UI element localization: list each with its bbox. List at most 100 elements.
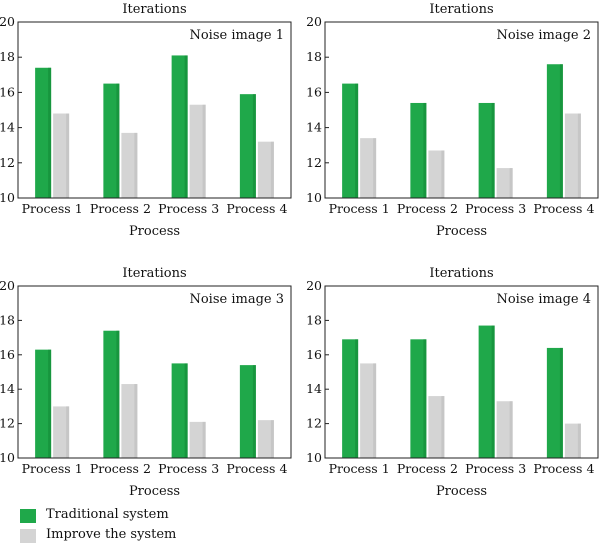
chart-panel-3: Iterations Process 1 Process 2 Process 3 Pro… — [0, 266, 292, 499]
bar-traditional — [478, 102, 495, 198]
bar-traditional — [103, 83, 120, 198]
bar-improve — [121, 132, 138, 198]
bar-improve-shade — [373, 138, 377, 198]
bar-traditional-shade — [48, 67, 52, 198]
bar-improve — [360, 363, 377, 458]
chart-title: Iterations — [429, 2, 493, 17]
y-tick-label: 10 — [306, 190, 322, 205]
bar-improve-shade — [270, 141, 274, 198]
bar-improve-shade — [202, 421, 206, 458]
bar-improve — [121, 384, 138, 458]
x-tick-label: Process 4 — [226, 201, 287, 216]
y-tick-label: 18 — [306, 312, 322, 327]
y-tick-label: 20 — [306, 14, 322, 29]
bar-improve — [564, 113, 581, 198]
x-tick-label: Process 3 — [158, 201, 219, 216]
bar-traditional-shade — [355, 83, 359, 198]
bar-improve-shade — [270, 420, 274, 458]
chart-panel-1: Iterations Process 1 Process 2 Process 3 Pro… — [0, 2, 292, 239]
x-tick-label: Process 4 — [226, 461, 287, 476]
bar-traditional-shade — [491, 325, 495, 458]
bar-traditional-shade — [355, 339, 359, 458]
chart-title: Iterations — [122, 266, 186, 281]
legend-swatch-improve — [20, 529, 36, 543]
plot-frame — [324, 285, 599, 459]
y-tick-label: 18 — [0, 312, 15, 327]
bar-traditional — [171, 363, 188, 458]
bar-traditional-shade — [48, 349, 52, 458]
x-axis-label: Process — [436, 224, 487, 239]
bar-traditional — [546, 64, 563, 199]
bar-improve — [257, 141, 274, 198]
plot-frame — [324, 21, 599, 199]
bar-improve — [189, 421, 206, 458]
y-tick-label: 16 — [306, 347, 322, 362]
legend-label-improve: Improve the system — [46, 527, 177, 542]
x-tick-label: Process 3 — [158, 461, 219, 476]
x-axis-label: Process — [436, 484, 487, 499]
bar-traditional — [342, 83, 359, 198]
y-tick-label: 20 — [306, 278, 322, 293]
y-tick-label: 12 — [0, 416, 15, 431]
x-tick-label: Process 1 — [22, 461, 83, 476]
bar-improve — [428, 150, 445, 198]
y-tick-label: 20 — [0, 278, 15, 293]
bar-improve-shade — [66, 406, 70, 458]
noise-image-label: Noise image 2 — [496, 28, 591, 43]
chart-panel-4: Iterations Process 1 Process 2 Process 3 Pro… — [306, 266, 599, 499]
y-tick-label: 10 — [306, 450, 322, 465]
bar-traditional — [546, 347, 563, 458]
legend-label-traditional: Traditional system — [46, 507, 169, 522]
bar-traditional — [239, 94, 256, 198]
bar-traditional-shade — [559, 347, 563, 458]
bar-traditional-shade — [491, 102, 495, 198]
x-tick-label: Process 1 — [329, 201, 390, 216]
x-axis-label: Process — [129, 224, 180, 239]
bar-traditional — [35, 67, 52, 198]
noise-image-label: Noise image 3 — [189, 292, 284, 307]
bar-improve-shade — [577, 113, 581, 198]
bar-traditional — [410, 102, 427, 198]
legend: Traditional system Improve the system — [20, 506, 220, 544]
bar-traditional-shade — [184, 363, 188, 458]
noise-image-label: Noise image 4 — [496, 292, 591, 307]
bar-traditional-shade — [423, 339, 427, 458]
bar-traditional — [342, 339, 359, 458]
y-tick-label: 12 — [0, 155, 15, 170]
bar-improve — [564, 423, 581, 458]
bar-traditional-shade — [252, 365, 256, 458]
x-tick-label: Process 3 — [465, 201, 526, 216]
bar-improve-shade — [373, 363, 377, 458]
plot-frame — [17, 285, 292, 459]
y-tick-label: 10 — [0, 190, 15, 205]
bar-improve-shade — [509, 401, 513, 458]
plot-frame — [17, 21, 292, 199]
y-tick-label: 16 — [0, 347, 15, 362]
y-tick-label: 14 — [0, 120, 15, 135]
bar-improve-shade — [441, 396, 445, 458]
bar-traditional — [410, 339, 427, 458]
bar-traditional — [171, 55, 188, 198]
bar-traditional-shade — [423, 102, 427, 198]
y-tick-label: 14 — [306, 381, 322, 396]
bar-improve — [257, 420, 274, 458]
x-axis-label: Process — [129, 484, 180, 499]
x-tick-label: Process 2 — [90, 461, 151, 476]
x-tick-label: Process 4 — [533, 461, 594, 476]
bar-improve-shade — [134, 132, 138, 198]
bar-improve-shade — [202, 104, 206, 198]
x-tick-label: Process 4 — [533, 201, 594, 216]
y-tick-label: 12 — [306, 155, 322, 170]
bar-improve — [53, 406, 70, 458]
y-tick-label: 18 — [306, 49, 322, 64]
bar-traditional — [35, 349, 52, 458]
bar-improve-shade — [134, 384, 138, 458]
x-tick-label: Process 3 — [465, 461, 526, 476]
y-tick-label: 14 — [306, 120, 322, 135]
x-tick-label: Process 2 — [397, 201, 458, 216]
bar-improve — [428, 396, 445, 458]
y-tick-label: 18 — [0, 49, 15, 64]
noise-image-label: Noise image 1 — [189, 28, 284, 43]
x-tick-label: Process 1 — [329, 461, 390, 476]
bar-improve-shade — [509, 168, 513, 198]
